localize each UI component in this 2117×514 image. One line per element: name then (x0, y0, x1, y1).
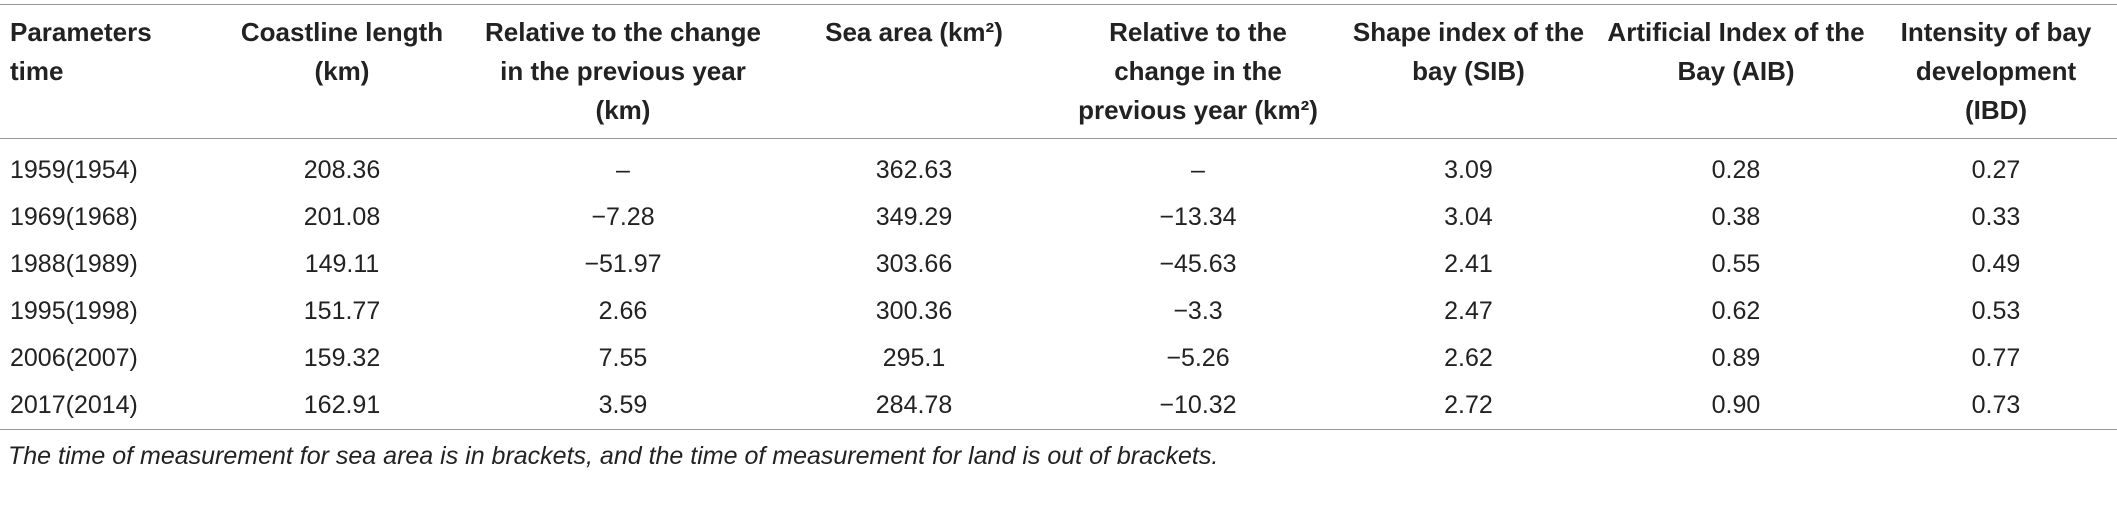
table-cell: 0.33 (1971, 203, 2021, 231)
table-row: 1969(1968) 201.08 −7.28 349.29 −13.34 3.04 0.3… (0, 194, 2117, 241)
row-label: 2006(2007) (10, 344, 138, 372)
table-cell: 3.09 (1444, 156, 1493, 184)
table-cell: 2.66 (598, 297, 648, 325)
table-cell: 0.38 (1711, 203, 1761, 231)
table-cell: −51.97 (584, 250, 662, 278)
table-cell: 0.49 (1971, 250, 2021, 278)
table-row: 2006(2007) 159.32 7.55 295.1 −5.26 2.62 0.89 0.… (0, 335, 2117, 382)
row-label: 1969(1968) (10, 203, 138, 231)
table-cell: 201.08 (303, 203, 381, 231)
table-row: 1995(1998) 151.77 2.66 300.36 −3.3 2.47 0.62 0.… (0, 288, 2117, 335)
table-body: 1959(1954) 208.36 – 362.63 – 3.09 0.28 0.27 1969… (0, 139, 2117, 430)
table-cell: 3.04 (1444, 203, 1493, 231)
table-cell: 303.66 (875, 250, 953, 278)
table-cell: – (1191, 156, 1205, 184)
table-cell: 7.55 (598, 344, 648, 372)
table-cell: 151.77 (303, 297, 381, 325)
table-cell: 0.27 (1971, 156, 2021, 184)
row-label: 1995(1998) (10, 297, 138, 325)
table-cell: 0.62 (1711, 297, 1761, 325)
table-cell: 0.55 (1711, 250, 1761, 278)
table-cell: −7.28 (591, 203, 655, 231)
table-cell: −45.63 (1159, 250, 1237, 278)
table-cell: 2.72 (1444, 391, 1493, 419)
table-cell: 362.63 (875, 156, 953, 184)
header-row: Parameters time Coastline length (km) Rela… (0, 4, 2117, 139)
table-cell: 0.90 (1711, 391, 1761, 419)
column-header: Artificial Index of the Bay (AIB) (1597, 4, 1875, 139)
table-cell: 0.28 (1711, 156, 1761, 184)
column-header: Sea area (km²) (772, 4, 1056, 139)
row-label: 2017(2014) (10, 391, 138, 419)
table-cell: 2.47 (1444, 297, 1493, 325)
column-header: Relative to the change in the previous y… (474, 4, 772, 139)
table-cell: – (616, 156, 630, 184)
table-cell: 149.11 (304, 250, 380, 278)
table-cell: −10.32 (1159, 391, 1237, 419)
table-cell: 162.91 (303, 391, 381, 419)
table-cell: 284.78 (875, 391, 953, 419)
table-cell: 0.73 (1971, 391, 2021, 419)
table-cell: 0.89 (1711, 344, 1761, 372)
data-table: Parameters time Coastline length (km) Rela… (0, 4, 2117, 430)
column-header: Intensity of bay development (IBD) (1875, 4, 2117, 139)
row-label: 1988(1989) (10, 250, 138, 278)
table-cell: 3.59 (598, 391, 648, 419)
table-cell: 0.77 (1971, 344, 2021, 372)
table-row: 1959(1954) 208.36 – 362.63 – 3.09 0.28 0.27 (0, 139, 2117, 195)
table-cell: 208.36 (303, 156, 381, 184)
table-cell: −13.34 (1159, 203, 1237, 231)
table-cell: 295.1 (882, 344, 946, 372)
page: Parameters time Coastline length (km) Rela… (0, 4, 2117, 514)
table-cell: −5.26 (1166, 344, 1230, 372)
table-cell: 2.41 (1444, 250, 1493, 278)
column-header: Shape index of the bay (SIB) (1340, 4, 1597, 139)
table-cell: −3.3 (1173, 297, 1223, 325)
table-cell: 349.29 (875, 203, 953, 231)
row-label: 1959(1954) (10, 156, 138, 184)
table-cell: 0.53 (1971, 297, 2021, 325)
footnote: The time of measurement for sea area is … (8, 442, 1219, 470)
table-cell: 300.36 (875, 297, 953, 325)
table-row: 1988(1989) 149.11 −51.97 303.66 −45.63 2.41 0.… (0, 241, 2117, 288)
column-header: Parameters time (0, 4, 210, 139)
table-cell: 159.32 (303, 344, 381, 372)
table-cell: 2.62 (1444, 344, 1493, 372)
column-header: Coastline length (km) (210, 4, 474, 139)
column-header: Relative to the change in the previous y… (1056, 4, 1340, 139)
table-row: 2017(2014) 162.91 3.59 284.78 −10.32 2.72 0.90… (0, 382, 2117, 430)
